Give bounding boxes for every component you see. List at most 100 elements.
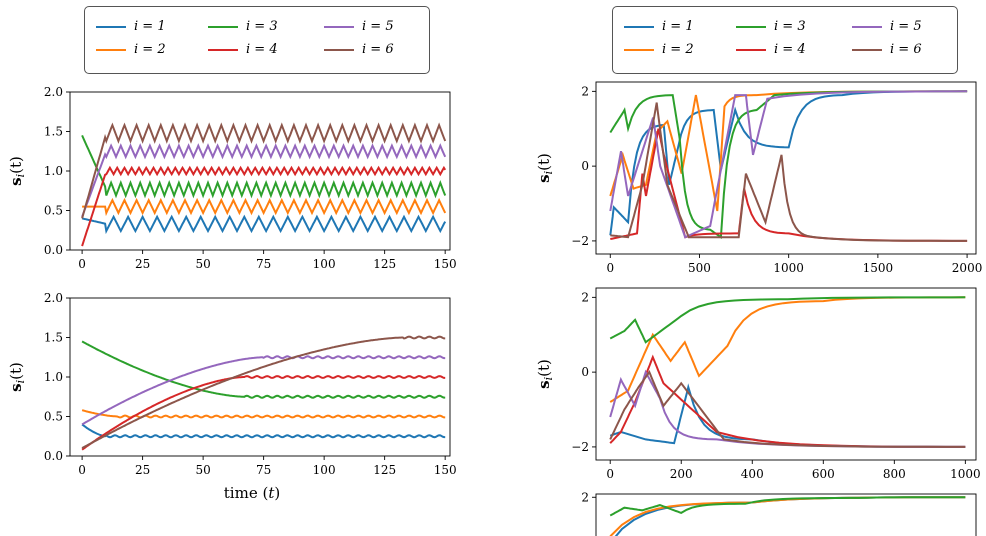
legend-label: i = 3 <box>774 19 806 34</box>
y-tick-label: 1.5 <box>44 331 63 345</box>
series-line-2 <box>82 197 447 217</box>
x-tick-label: 200 <box>670 467 693 481</box>
y-tick-label: −2 <box>571 234 589 248</box>
series-line-1 <box>81 423 446 439</box>
y-tick-label: 1.0 <box>44 370 63 384</box>
legend-label: i = 2 <box>134 42 166 57</box>
legend-swatch <box>324 26 354 28</box>
series-line-1 <box>609 90 968 236</box>
x-tick-label: 25 <box>135 463 150 477</box>
y-tick-label: 0.0 <box>44 243 63 257</box>
legend-label: i = 6 <box>362 42 394 57</box>
x-tick-label: 50 <box>195 463 210 477</box>
series-line-3 <box>81 134 447 199</box>
legend-label: i = 6 <box>890 42 922 57</box>
x-tick-label: 0 <box>606 467 614 481</box>
y-tick-label: 2 <box>581 84 589 98</box>
y-tick-label: 1.5 <box>44 125 63 139</box>
legend-swatch <box>624 26 654 28</box>
legend-label: i = 4 <box>774 42 806 57</box>
x-tick-label: 0 <box>78 463 86 477</box>
legend-swatch <box>852 49 882 51</box>
y-axis-label: si(t) <box>535 359 555 389</box>
x-tick-label: 500 <box>688 261 711 275</box>
x-tick-label: 600 <box>812 467 835 481</box>
legend-swatch <box>208 49 238 51</box>
series-line-3 <box>609 496 966 517</box>
x-tick-label: 2000 <box>952 261 983 275</box>
x-tick-label: 1500 <box>863 261 894 275</box>
legend-label: i = 1 <box>134 19 166 34</box>
x-tick-label: 100 <box>313 257 336 271</box>
y-tick-label: 0 <box>581 159 589 173</box>
series-line-3 <box>81 340 446 399</box>
y-tick-label: 2 <box>581 290 589 304</box>
x-tick-label: 25 <box>135 257 150 271</box>
series-line-6 <box>610 102 968 242</box>
series-line-6 <box>81 122 447 219</box>
legend-label: i = 4 <box>246 42 278 57</box>
x-tick-label: 125 <box>373 257 396 271</box>
y-tick-label: 0 <box>581 365 589 379</box>
series-line-2 <box>609 496 966 536</box>
x-tick-label: 1000 <box>773 261 804 275</box>
y-axis-label: si(t) <box>535 153 555 183</box>
series-line-5 <box>81 355 446 426</box>
x-tick-label: 0 <box>606 261 614 275</box>
series-line-4 <box>609 354 966 448</box>
y-tick-label: 2.0 <box>44 85 63 99</box>
y-tick-label: 0.0 <box>44 449 63 463</box>
legend-swatch <box>624 49 654 51</box>
legend-left <box>84 6 430 74</box>
legend-label: i = 5 <box>890 19 922 34</box>
x-tick-label: 100 <box>313 463 336 477</box>
x-tick-label: 800 <box>883 467 906 481</box>
series-line-3 <box>609 296 966 344</box>
legend-label: i = 1 <box>662 19 694 34</box>
legend-swatch <box>96 26 126 28</box>
x-tick-label: 150 <box>434 257 457 271</box>
series-line-5 <box>81 143 447 218</box>
series-line-1 <box>614 496 966 536</box>
legend-swatch <box>324 49 354 51</box>
series-line-4 <box>81 375 446 451</box>
series-line-4 <box>81 165 447 247</box>
x-tick-label: 50 <box>195 257 210 271</box>
legend-label: i = 3 <box>246 19 278 34</box>
x-tick-label: 75 <box>256 257 271 271</box>
legend-swatch <box>852 26 882 28</box>
x-tick-label: 150 <box>434 463 457 477</box>
series-line-6 <box>609 370 966 448</box>
legend-swatch <box>736 26 766 28</box>
legend-swatch <box>736 49 766 51</box>
series-line-1 <box>609 383 966 448</box>
y-axis-label: si(t) <box>7 156 27 186</box>
y-tick-label: 0.5 <box>44 204 63 218</box>
y-tick-label: −2 <box>571 440 589 454</box>
series-line-5 <box>609 90 968 239</box>
x-tick-label: 1000 <box>950 467 981 481</box>
series-line-2 <box>609 296 966 403</box>
x-tick-label: 75 <box>256 463 271 477</box>
legend-swatch <box>96 49 126 51</box>
legend-swatch <box>208 26 238 28</box>
legend-label: i = 5 <box>362 19 394 34</box>
y-tick-label: 0.5 <box>44 410 63 424</box>
axes-frame <box>595 287 977 461</box>
axes-frame <box>595 81 977 255</box>
y-axis-label: si(t) <box>7 362 27 392</box>
x-tick-label: 125 <box>373 463 396 477</box>
y-tick-label: 1.0 <box>44 164 63 178</box>
y-tick-label: 2 <box>581 490 589 504</box>
series-line-1 <box>81 214 447 235</box>
x-tick-label: 400 <box>741 467 764 481</box>
legend-right <box>612 6 958 74</box>
legend-label: i = 2 <box>662 42 694 57</box>
x-axis-label: time (t) <box>224 484 280 502</box>
x-tick-label: 0 <box>78 257 86 271</box>
axes-frame <box>595 493 977 536</box>
series-line-5 <box>609 369 966 448</box>
y-tick-label: 2.0 <box>44 291 63 305</box>
series-line-6 <box>81 335 446 449</box>
